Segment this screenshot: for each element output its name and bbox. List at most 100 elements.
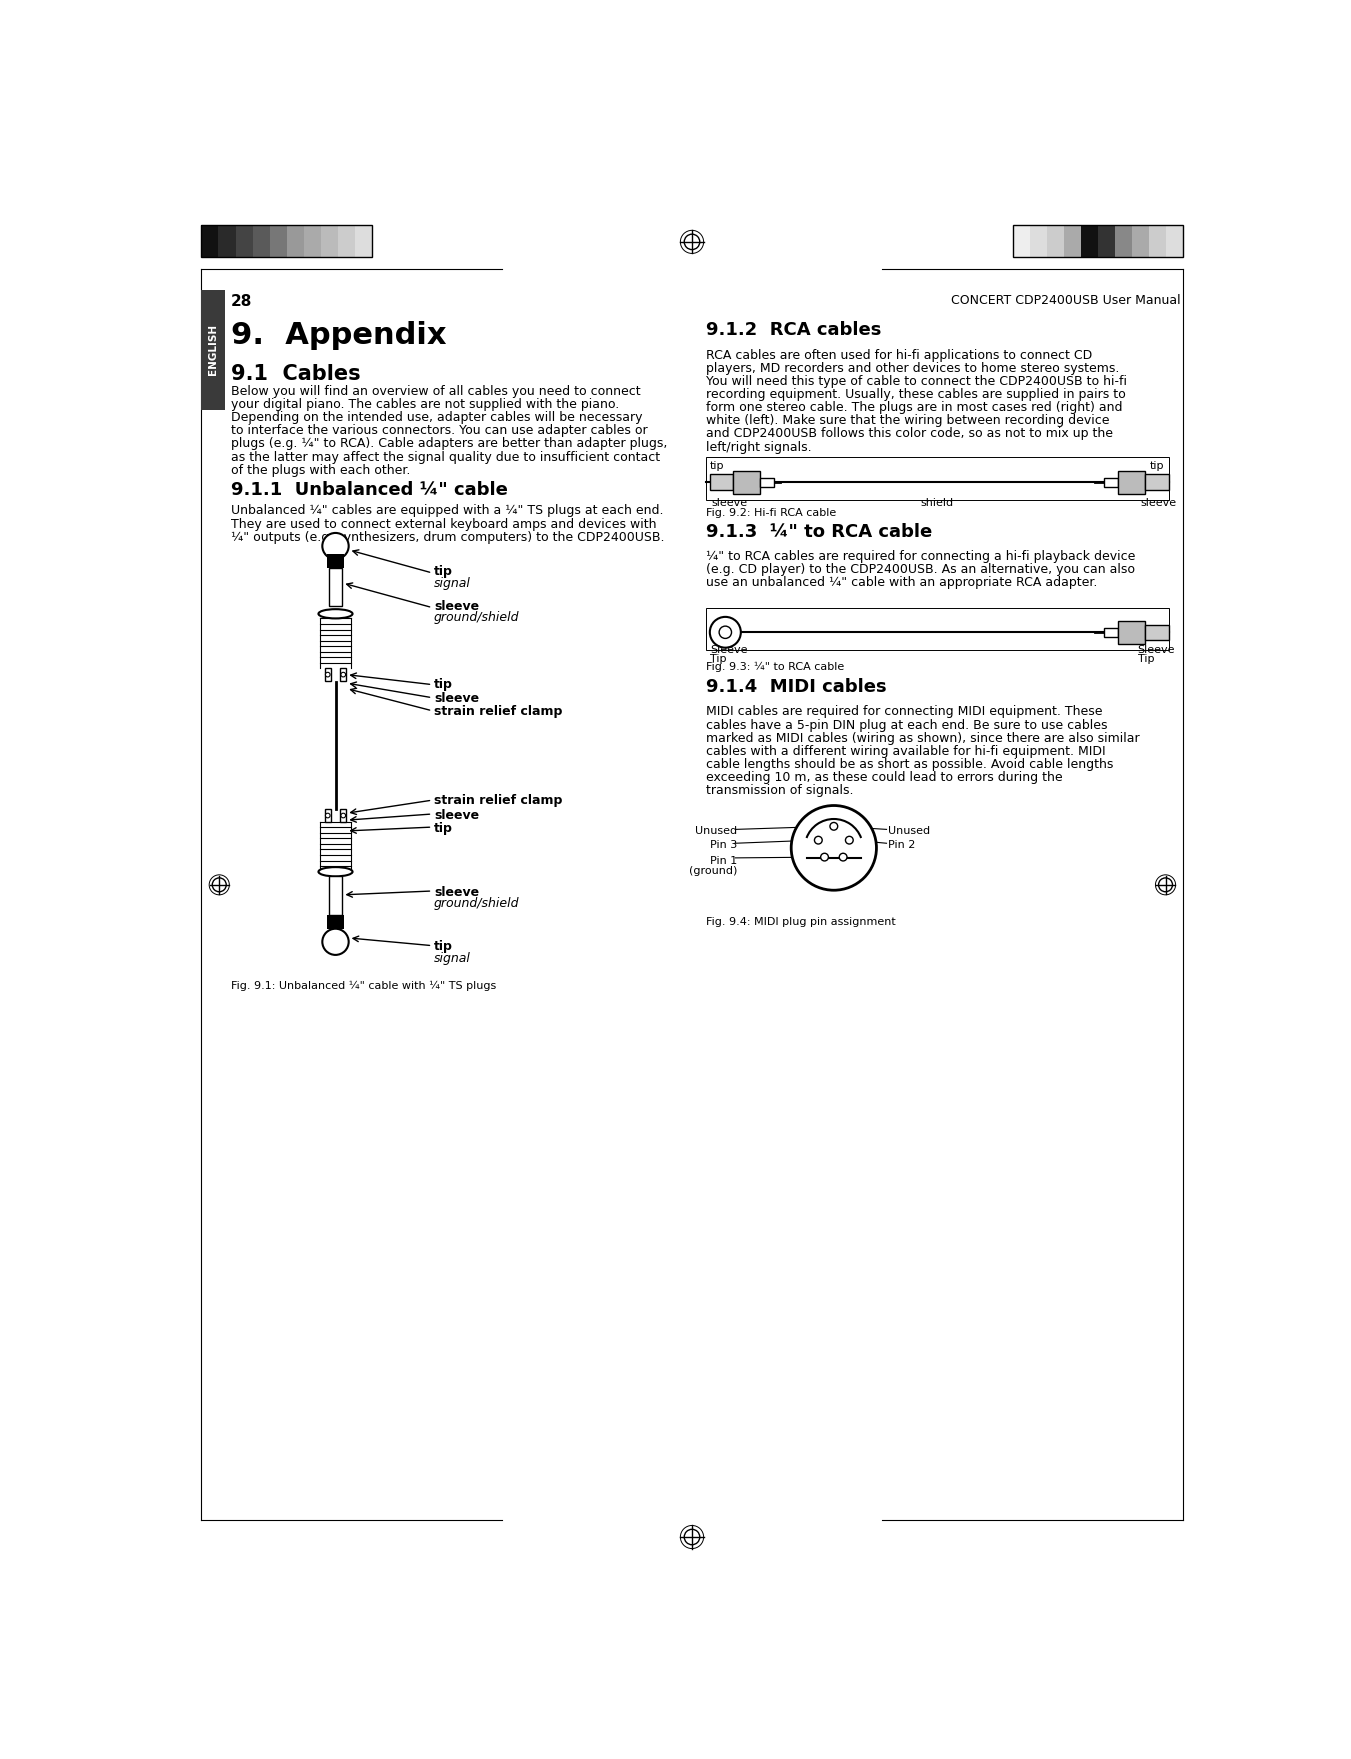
- Text: cables have a 5-pin DIN plug at each end. Be sure to use cables: cables have a 5-pin DIN plug at each end…: [707, 718, 1108, 732]
- Bar: [1104, 628, 1119, 637]
- Bar: [286, 225, 304, 257]
- Text: They are used to connect external keyboard amps and devices with: They are used to connect external keyboa…: [231, 517, 657, 531]
- Bar: [327, 915, 345, 929]
- Circle shape: [815, 836, 823, 844]
- Text: RCA cables are often used for hi-fi applications to connect CD: RCA cables are often used for hi-fi appl…: [707, 348, 1092, 362]
- Bar: [1166, 225, 1183, 257]
- Bar: [1013, 225, 1029, 257]
- Text: 9.1.1  Unbalanced ¼" cable: 9.1.1 Unbalanced ¼" cable: [231, 480, 508, 498]
- Text: use an unbalanced ¼" cable with an appropriate RCA adapter.: use an unbalanced ¼" cable with an appro…: [707, 575, 1097, 589]
- Text: signal: signal: [434, 577, 470, 589]
- Text: Pin 1: Pin 1: [709, 855, 736, 865]
- Text: Fig. 9.4: MIDI plug pin assignment: Fig. 9.4: MIDI plug pin assignment: [707, 916, 896, 927]
- Bar: [338, 225, 355, 257]
- Circle shape: [709, 617, 740, 647]
- Text: MIDI cables are required for connecting MIDI equipment. These: MIDI cables are required for connecting …: [707, 705, 1102, 718]
- Text: Sleeve: Sleeve: [1138, 644, 1175, 654]
- Bar: [1146, 624, 1169, 640]
- Bar: [201, 290, 224, 410]
- Text: recording equipment. Usually, these cables are supplied in pairs to: recording equipment. Usually, these cabl…: [707, 389, 1125, 401]
- Text: plugs (e.g. ¼" to RCA). Cable adapters are better than adapter plugs,: plugs (e.g. ¼" to RCA). Cable adapters a…: [231, 438, 667, 450]
- Bar: [761, 477, 774, 487]
- Text: transmission of signals.: transmission of signals.: [707, 785, 854, 797]
- Text: Pin 2: Pin 2: [888, 841, 916, 850]
- Bar: [340, 809, 346, 821]
- Text: Fig. 9.1: Unbalanced ¼" cable with ¼" TS plugs: Fig. 9.1: Unbalanced ¼" cable with ¼" TS…: [231, 980, 496, 990]
- Text: sleeve: sleeve: [1140, 498, 1177, 508]
- Bar: [201, 225, 372, 257]
- Bar: [1146, 475, 1169, 489]
- Bar: [1150, 225, 1166, 257]
- Bar: [707, 457, 1169, 500]
- Bar: [1029, 225, 1047, 257]
- Circle shape: [839, 853, 847, 860]
- Bar: [709, 475, 734, 489]
- Bar: [201, 225, 219, 257]
- Circle shape: [340, 813, 346, 818]
- Bar: [1115, 225, 1132, 257]
- Bar: [320, 225, 338, 257]
- Text: (ground): (ground): [689, 865, 736, 876]
- Text: CONCERT CDP2400USB User Manual: CONCERT CDP2400USB User Manual: [951, 294, 1181, 308]
- Text: to interface the various connectors. You can use adapter cables or: to interface the various connectors. You…: [231, 424, 647, 438]
- Text: Unbalanced ¼" cables are equipped with a ¼" TS plugs at each end.: Unbalanced ¼" cables are equipped with a…: [231, 505, 663, 517]
- Circle shape: [323, 929, 349, 955]
- Text: Unused: Unused: [694, 827, 736, 836]
- Text: ENGLISH: ENGLISH: [208, 324, 218, 375]
- Text: 9.1.2  RCA cables: 9.1.2 RCA cables: [707, 322, 881, 339]
- Text: shield: shield: [920, 498, 954, 508]
- Bar: [1065, 225, 1081, 257]
- Text: ground/shield: ground/shield: [434, 612, 519, 624]
- Bar: [270, 225, 286, 257]
- Text: your digital piano. The cables are not supplied with the piano.: your digital piano. The cables are not s…: [231, 398, 619, 412]
- Bar: [328, 568, 342, 607]
- Bar: [253, 225, 270, 257]
- Circle shape: [323, 533, 349, 559]
- Text: Fig. 9.2: Hi-fi RCA cable: Fig. 9.2: Hi-fi RCA cable: [707, 508, 836, 517]
- Bar: [1098, 225, 1115, 257]
- Text: 9.1.4  MIDI cables: 9.1.4 MIDI cables: [707, 679, 886, 697]
- Bar: [707, 607, 1169, 651]
- Text: Sleeve: Sleeve: [709, 644, 747, 654]
- Bar: [324, 809, 331, 821]
- Text: Unused: Unused: [888, 827, 931, 836]
- Text: sleeve: sleeve: [434, 885, 480, 899]
- Circle shape: [792, 806, 877, 890]
- Bar: [1104, 477, 1119, 487]
- Ellipse shape: [319, 867, 353, 876]
- Text: Below you will find an overview of all cables you need to connect: Below you will find an overview of all c…: [231, 385, 640, 398]
- Circle shape: [719, 626, 731, 639]
- Text: Tip: Tip: [709, 654, 727, 663]
- Text: (e.g. CD player) to the CDP2400USB. As an alternative, you can also: (e.g. CD player) to the CDP2400USB. As a…: [707, 563, 1135, 575]
- Text: signal: signal: [434, 952, 470, 966]
- Bar: [355, 225, 372, 257]
- Bar: [1132, 225, 1150, 257]
- Text: as the latter may affect the signal quality due to insufficient contact: as the latter may affect the signal qual…: [231, 450, 661, 464]
- Text: tip: tip: [434, 679, 453, 691]
- Text: strain relief clamp: strain relief clamp: [434, 705, 562, 718]
- Text: 9.1  Cables: 9.1 Cables: [231, 364, 361, 383]
- Text: sleeve: sleeve: [434, 693, 480, 705]
- Text: tip: tip: [434, 941, 453, 953]
- Bar: [1013, 225, 1183, 257]
- Bar: [219, 225, 235, 257]
- Text: exceeding 10 m, as these could lead to errors during the: exceeding 10 m, as these could lead to e…: [707, 770, 1063, 785]
- Text: form one stereo cable. The plugs are in most cases red (right) and: form one stereo cable. The plugs are in …: [707, 401, 1123, 415]
- Bar: [1081, 225, 1098, 257]
- Circle shape: [830, 823, 838, 830]
- Text: and CDP2400USB follows this color code, so as not to mix up the: and CDP2400USB follows this color code, …: [707, 427, 1113, 440]
- Text: players, MD recorders and other devices to home stereo systems.: players, MD recorders and other devices …: [707, 362, 1120, 375]
- Circle shape: [326, 813, 330, 818]
- Text: sleeve: sleeve: [434, 600, 480, 612]
- Text: tip: tip: [434, 565, 453, 579]
- Text: ¼" to RCA cables are required for connecting a hi-fi playback device: ¼" to RCA cables are required for connec…: [707, 551, 1135, 563]
- Text: You will need this type of cable to connect the CDP2400USB to hi-fi: You will need this type of cable to conn…: [707, 375, 1127, 389]
- Circle shape: [326, 672, 330, 677]
- Text: Depending on the intended use, adapter cables will be necessary: Depending on the intended use, adapter c…: [231, 412, 642, 424]
- Bar: [304, 225, 320, 257]
- Text: 9.  Appendix: 9. Appendix: [231, 322, 446, 350]
- Text: tip: tip: [1150, 461, 1163, 471]
- Text: strain relief clamp: strain relief clamp: [434, 793, 562, 807]
- Bar: [1047, 225, 1065, 257]
- Text: Pin 3: Pin 3: [709, 841, 736, 850]
